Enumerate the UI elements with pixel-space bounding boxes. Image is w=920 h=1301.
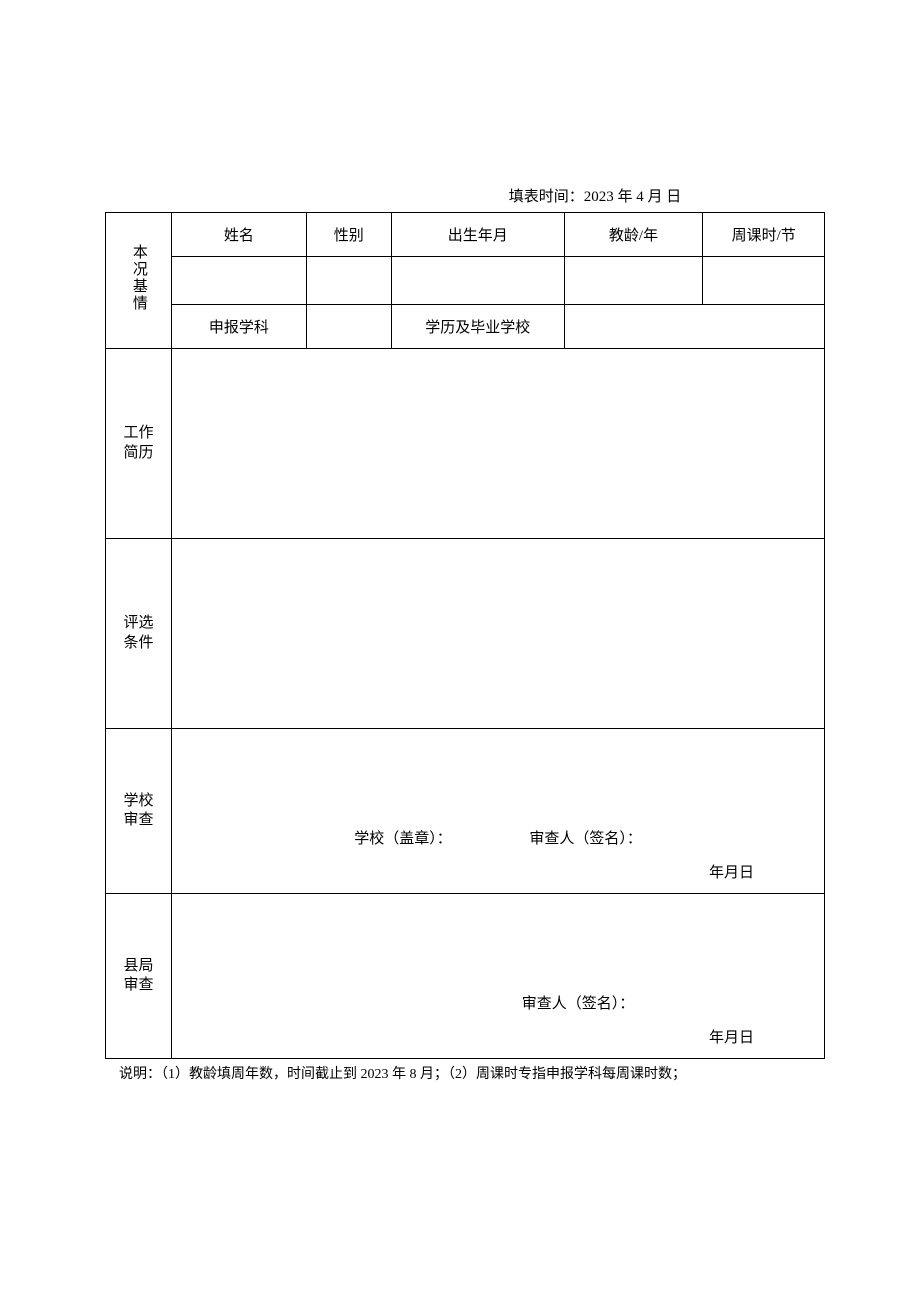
name-header: 姓名 [172,213,306,257]
county-review-label: 县局 审查 [106,894,172,1059]
form-page: 填表时间：2023 年 4 月 日 本况基情 姓名 性别 出生年月 教龄/年 周… [0,0,920,1083]
teaching-years-header: 教龄/年 [564,213,703,257]
teaching-years-value[interactable] [564,257,703,305]
selection-criteria-label: 评选 条件 [106,539,172,729]
subject-header: 申报学科 [172,305,306,349]
subject-value[interactable] [306,305,391,349]
school-review-label: 学校 审查 [106,729,172,894]
county-review-date: 年月日 [709,1026,754,1047]
gender-header: 性别 [306,213,391,257]
name-value[interactable] [172,257,306,305]
application-form-table: 本况基情 姓名 性别 出生年月 教龄/年 周课时/节 申报学科 学历及毕业学校 … [105,212,825,1059]
gender-value[interactable] [306,257,391,305]
fill-time-label: 填表时间：2023 年 4 月 日 [105,185,825,206]
work-history-label: 工作 简历 [106,349,172,539]
school-reviewer-label: 审查人（签名）： [529,831,642,847]
weekly-periods-value[interactable] [703,257,825,305]
work-history-content[interactable] [172,349,825,539]
birth-value[interactable] [391,257,564,305]
birth-header: 出生年月 [391,213,564,257]
school-review-block[interactable]: 学校（盖章）： 审查人（签名）： 年月日 [172,729,825,894]
school-stamp-label: 学校（盖章）： [354,831,452,847]
weekly-periods-header: 周课时/节 [703,213,825,257]
county-reviewer-label: 审查人（签名）： [522,996,635,1012]
education-value[interactable] [564,305,824,349]
basic-info-section-label: 本况基情 [106,213,172,349]
selection-criteria-content[interactable] [172,539,825,729]
school-review-date: 年月日 [709,861,754,882]
education-header: 学历及毕业学校 [391,305,564,349]
form-note: 说明：（1）教龄填周年数，时间截止到 2023 年 8 月；（2）周课时专指申报… [105,1063,825,1083]
county-review-block[interactable]: 审查人（签名）： 年月日 [172,894,825,1059]
